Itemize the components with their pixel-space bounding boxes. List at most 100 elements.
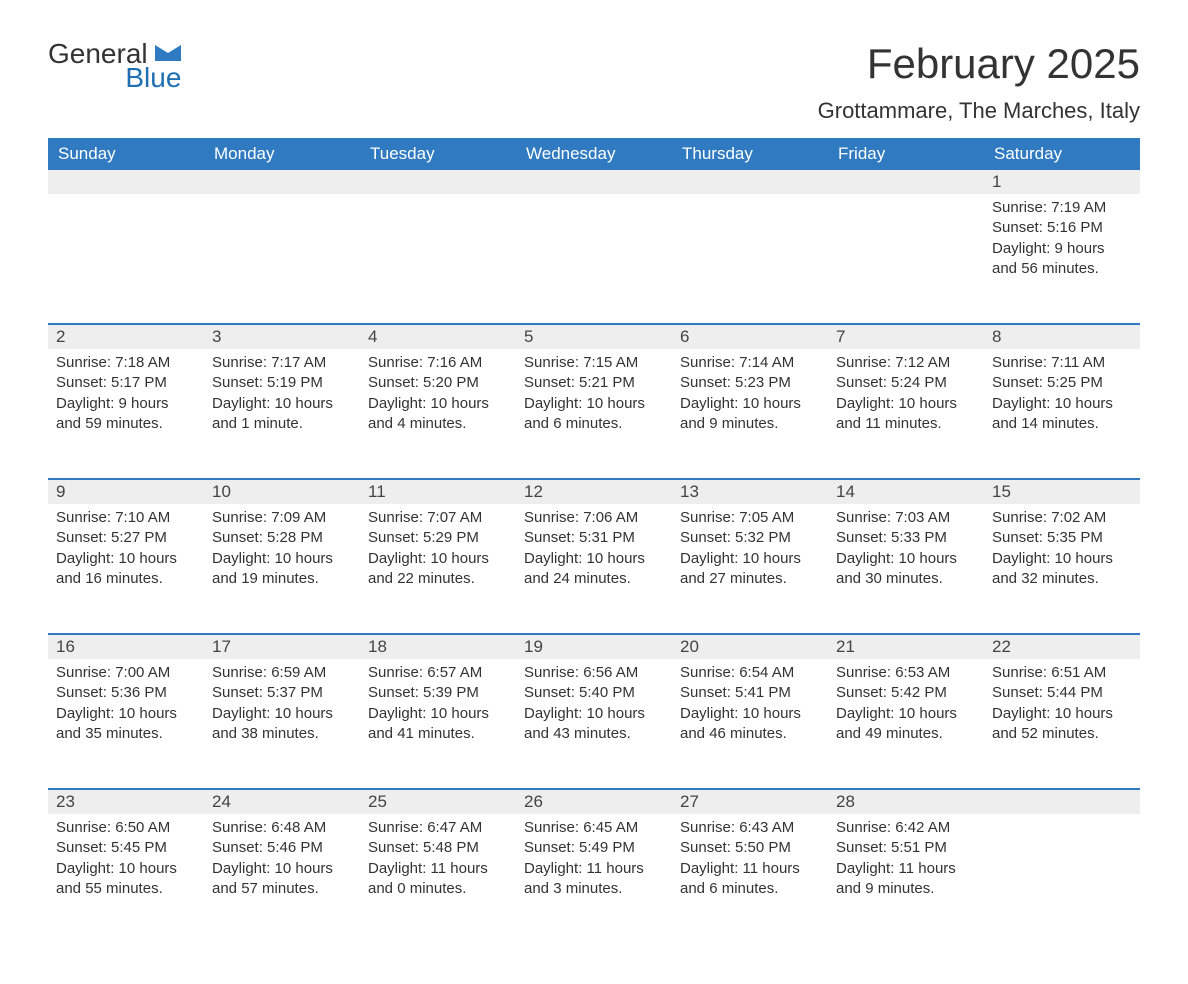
content-row: Sunrise: 7:10 AMSunset: 5:27 PMDaylight:… xyxy=(48,504,1140,634)
daylight-line: Daylight: 10 hours and 43 minutes. xyxy=(524,704,664,745)
day-number-cell: 9 xyxy=(48,479,204,504)
day-number-cell: 14 xyxy=(828,479,984,504)
logo-text: General Blue xyxy=(48,40,181,92)
sunset-line: Sunset: 5:24 PM xyxy=(836,373,976,393)
sunset-line: Sunset: 5:50 PM xyxy=(680,838,820,858)
day-number-cell: 15 xyxy=(984,479,1140,504)
daylight-line: Daylight: 9 hours and 59 minutes. xyxy=(56,394,196,435)
weekday-header: Tuesday xyxy=(360,138,516,170)
daylight-line: Daylight: 9 hours and 56 minutes. xyxy=(992,239,1132,280)
sunrise-line: Sunrise: 7:03 AM xyxy=(836,508,976,528)
sunset-line: Sunset: 5:20 PM xyxy=(368,373,508,393)
day-content-cell: Sunrise: 7:07 AMSunset: 5:29 PMDaylight:… xyxy=(360,504,516,634)
daynum-row: 232425262728 xyxy=(48,789,1140,814)
daylight-line: Daylight: 10 hours and 30 minutes. xyxy=(836,549,976,590)
daylight-line: Daylight: 10 hours and 6 minutes. xyxy=(524,394,664,435)
daynum-row: 2345678 xyxy=(48,324,1140,349)
sunrise-line: Sunrise: 6:47 AM xyxy=(368,818,508,838)
day-content-cell xyxy=(516,194,672,324)
day-number-cell: 12 xyxy=(516,479,672,504)
sunset-line: Sunset: 5:28 PM xyxy=(212,528,352,548)
weekday-header: Friday xyxy=(828,138,984,170)
daylight-line: Daylight: 10 hours and 22 minutes. xyxy=(368,549,508,590)
day-content-cell: Sunrise: 7:19 AMSunset: 5:16 PMDaylight:… xyxy=(984,194,1140,324)
daylight-line: Daylight: 10 hours and 4 minutes. xyxy=(368,394,508,435)
sunset-line: Sunset: 5:40 PM xyxy=(524,683,664,703)
day-content-cell: Sunrise: 7:02 AMSunset: 5:35 PMDaylight:… xyxy=(984,504,1140,634)
sunset-line: Sunset: 5:49 PM xyxy=(524,838,664,858)
daylight-line: Daylight: 10 hours and 1 minute. xyxy=(212,394,352,435)
day-content-cell: Sunrise: 6:56 AMSunset: 5:40 PMDaylight:… xyxy=(516,659,672,789)
day-number-cell: 17 xyxy=(204,634,360,659)
sunset-line: Sunset: 5:32 PM xyxy=(680,528,820,548)
sunrise-line: Sunrise: 6:53 AM xyxy=(836,663,976,683)
day-number-cell: 1 xyxy=(984,170,1140,194)
day-content-cell xyxy=(204,194,360,324)
daylight-line: Daylight: 10 hours and 11 minutes. xyxy=(836,394,976,435)
daylight-line: Daylight: 10 hours and 9 minutes. xyxy=(680,394,820,435)
sunset-line: Sunset: 5:19 PM xyxy=(212,373,352,393)
sunset-line: Sunset: 5:39 PM xyxy=(368,683,508,703)
sunrise-line: Sunrise: 7:02 AM xyxy=(992,508,1132,528)
sunrise-line: Sunrise: 7:07 AM xyxy=(368,508,508,528)
day-number-cell: 28 xyxy=(828,789,984,814)
daylight-line: Daylight: 10 hours and 19 minutes. xyxy=(212,549,352,590)
sunset-line: Sunset: 5:21 PM xyxy=(524,373,664,393)
day-number-cell: 18 xyxy=(360,634,516,659)
day-content-cell: Sunrise: 7:09 AMSunset: 5:28 PMDaylight:… xyxy=(204,504,360,634)
day-content-cell: Sunrise: 6:57 AMSunset: 5:39 PMDaylight:… xyxy=(360,659,516,789)
day-content-cell: Sunrise: 7:00 AMSunset: 5:36 PMDaylight:… xyxy=(48,659,204,789)
day-content-cell: Sunrise: 7:11 AMSunset: 5:25 PMDaylight:… xyxy=(984,349,1140,479)
day-number-cell: 21 xyxy=(828,634,984,659)
sunset-line: Sunset: 5:27 PM xyxy=(56,528,196,548)
sunrise-line: Sunrise: 7:18 AM xyxy=(56,353,196,373)
sunrise-line: Sunrise: 7:17 AM xyxy=(212,353,352,373)
day-number-cell: 8 xyxy=(984,324,1140,349)
sunset-line: Sunset: 5:36 PM xyxy=(56,683,196,703)
day-content-cell: Sunrise: 6:43 AMSunset: 5:50 PMDaylight:… xyxy=(672,814,828,944)
day-number-cell: 20 xyxy=(672,634,828,659)
sunrise-line: Sunrise: 6:42 AM xyxy=(836,818,976,838)
weekday-header: Thursday xyxy=(672,138,828,170)
day-number-cell: 5 xyxy=(516,324,672,349)
daylight-line: Daylight: 10 hours and 16 minutes. xyxy=(56,549,196,590)
day-content-cell: Sunrise: 7:14 AMSunset: 5:23 PMDaylight:… xyxy=(672,349,828,479)
day-number-cell: 10 xyxy=(204,479,360,504)
sunrise-line: Sunrise: 6:50 AM xyxy=(56,818,196,838)
sunset-line: Sunset: 5:29 PM xyxy=(368,528,508,548)
daylight-line: Daylight: 10 hours and 46 minutes. xyxy=(680,704,820,745)
day-content-cell xyxy=(672,194,828,324)
day-number-cell: 2 xyxy=(48,324,204,349)
sunrise-line: Sunrise: 7:05 AM xyxy=(680,508,820,528)
sunset-line: Sunset: 5:33 PM xyxy=(836,528,976,548)
page-title: February 2025 xyxy=(867,40,1140,88)
day-number-cell: 6 xyxy=(672,324,828,349)
day-content-cell: Sunrise: 6:54 AMSunset: 5:41 PMDaylight:… xyxy=(672,659,828,789)
day-number-cell: 11 xyxy=(360,479,516,504)
daylight-line: Daylight: 10 hours and 27 minutes. xyxy=(680,549,820,590)
title-block: February 2025 xyxy=(867,40,1140,88)
sunrise-line: Sunrise: 6:45 AM xyxy=(524,818,664,838)
day-number-cell: 3 xyxy=(204,324,360,349)
sunset-line: Sunset: 5:16 PM xyxy=(992,218,1132,238)
daylight-line: Daylight: 11 hours and 9 minutes. xyxy=(836,859,976,900)
day-number-cell: 13 xyxy=(672,479,828,504)
sunrise-line: Sunrise: 6:43 AM xyxy=(680,818,820,838)
sunset-line: Sunset: 5:31 PM xyxy=(524,528,664,548)
content-row: Sunrise: 6:50 AMSunset: 5:45 PMDaylight:… xyxy=(48,814,1140,944)
day-content-cell: Sunrise: 6:51 AMSunset: 5:44 PMDaylight:… xyxy=(984,659,1140,789)
day-number-cell xyxy=(828,170,984,194)
weekday-header: Wednesday xyxy=(516,138,672,170)
sunrise-line: Sunrise: 7:11 AM xyxy=(992,353,1132,373)
day-content-cell: Sunrise: 7:18 AMSunset: 5:17 PMDaylight:… xyxy=(48,349,204,479)
day-number-cell: 7 xyxy=(828,324,984,349)
weekday-header: Sunday xyxy=(48,138,204,170)
sunset-line: Sunset: 5:23 PM xyxy=(680,373,820,393)
day-content-cell: Sunrise: 7:12 AMSunset: 5:24 PMDaylight:… xyxy=(828,349,984,479)
day-content-cell: Sunrise: 7:17 AMSunset: 5:19 PMDaylight:… xyxy=(204,349,360,479)
day-number-cell: 24 xyxy=(204,789,360,814)
day-number-cell: 4 xyxy=(360,324,516,349)
sunset-line: Sunset: 5:35 PM xyxy=(992,528,1132,548)
daylight-line: Daylight: 10 hours and 52 minutes. xyxy=(992,704,1132,745)
daylight-line: Daylight: 10 hours and 38 minutes. xyxy=(212,704,352,745)
